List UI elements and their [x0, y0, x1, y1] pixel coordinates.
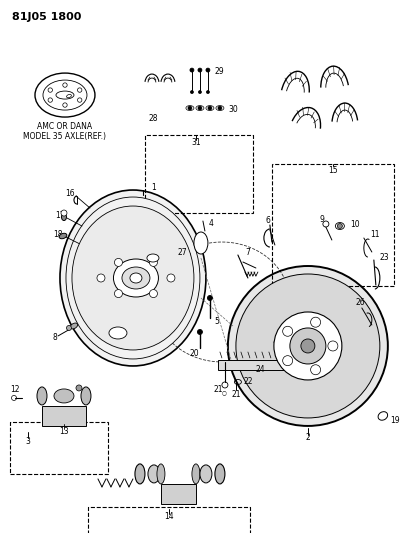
Ellipse shape: [135, 464, 145, 484]
Ellipse shape: [194, 232, 208, 254]
Text: 28: 28: [148, 114, 158, 123]
Text: 22: 22: [244, 377, 253, 386]
Ellipse shape: [378, 411, 388, 420]
Text: 18: 18: [53, 230, 63, 238]
Circle shape: [150, 289, 158, 297]
Text: 8: 8: [53, 334, 57, 343]
Text: ○: ○: [221, 391, 226, 395]
Circle shape: [337, 223, 342, 229]
Ellipse shape: [147, 254, 159, 262]
Text: 17: 17: [55, 211, 65, 220]
Circle shape: [228, 266, 388, 426]
Circle shape: [207, 295, 213, 301]
Bar: [10, 422, 108, 474]
Text: 10: 10: [350, 220, 359, 229]
Circle shape: [301, 339, 315, 353]
Text: 15: 15: [328, 166, 338, 174]
Circle shape: [76, 385, 82, 391]
Circle shape: [274, 312, 342, 380]
Ellipse shape: [122, 267, 150, 289]
Circle shape: [283, 356, 293, 366]
Text: 25: 25: [300, 332, 310, 341]
Text: 19: 19: [390, 416, 399, 425]
Circle shape: [197, 329, 203, 335]
Circle shape: [311, 365, 321, 375]
Ellipse shape: [54, 389, 74, 403]
Ellipse shape: [72, 206, 194, 350]
Text: 16: 16: [65, 189, 75, 198]
Text: 7: 7: [245, 247, 250, 256]
Text: 6: 6: [265, 215, 270, 224]
Text: MODEL 35 AXLE(REF.): MODEL 35 AXLE(REF.): [24, 132, 107, 141]
Circle shape: [67, 326, 71, 330]
Circle shape: [198, 68, 202, 72]
Text: 20: 20: [189, 350, 199, 359]
Ellipse shape: [81, 387, 91, 405]
Text: 11: 11: [370, 230, 379, 238]
Text: 30: 30: [228, 104, 238, 114]
Text: 3: 3: [26, 438, 30, 447]
Circle shape: [283, 326, 293, 336]
Ellipse shape: [109, 327, 127, 339]
Text: 21: 21: [213, 385, 223, 394]
Ellipse shape: [66, 197, 200, 359]
Circle shape: [198, 106, 202, 110]
Text: 13: 13: [59, 427, 69, 437]
Text: 26: 26: [355, 298, 365, 308]
Circle shape: [206, 68, 210, 72]
Circle shape: [311, 317, 321, 327]
Circle shape: [190, 91, 193, 94]
Bar: [88, 507, 250, 533]
Ellipse shape: [130, 273, 142, 283]
Circle shape: [207, 91, 209, 94]
Ellipse shape: [59, 233, 67, 239]
Circle shape: [167, 274, 175, 282]
Text: 21: 21: [231, 391, 241, 399]
Ellipse shape: [200, 465, 212, 483]
Text: 4: 4: [209, 219, 213, 228]
Ellipse shape: [157, 464, 165, 484]
Text: 24: 24: [255, 366, 265, 375]
Circle shape: [150, 259, 158, 266]
Ellipse shape: [61, 214, 67, 221]
Text: 27: 27: [177, 247, 187, 256]
Bar: [272, 164, 394, 286]
Circle shape: [290, 328, 326, 364]
Ellipse shape: [192, 464, 200, 484]
Text: 9: 9: [320, 214, 324, 223]
Circle shape: [114, 289, 122, 297]
Text: 12: 12: [10, 385, 20, 394]
Circle shape: [188, 106, 192, 110]
Ellipse shape: [113, 259, 158, 297]
Text: AMC OR DANA: AMC OR DANA: [37, 122, 93, 131]
Ellipse shape: [37, 387, 47, 405]
Ellipse shape: [60, 190, 206, 366]
Circle shape: [97, 274, 105, 282]
Circle shape: [190, 68, 194, 72]
Circle shape: [61, 210, 67, 216]
Bar: [145, 135, 253, 213]
Text: 23: 23: [380, 253, 389, 262]
Circle shape: [198, 91, 201, 94]
Text: 29: 29: [215, 67, 225, 76]
Circle shape: [236, 274, 380, 418]
Text: 5: 5: [214, 318, 219, 327]
Text: 81J05 1800: 81J05 1800: [12, 12, 81, 22]
Circle shape: [208, 106, 212, 110]
Circle shape: [328, 341, 338, 351]
Bar: [218, 360, 296, 370]
Text: 1: 1: [151, 182, 156, 191]
Ellipse shape: [215, 464, 225, 484]
Ellipse shape: [335, 222, 344, 230]
Circle shape: [114, 259, 122, 266]
Ellipse shape: [70, 323, 78, 329]
Circle shape: [218, 106, 222, 110]
Bar: [161, 484, 196, 504]
Ellipse shape: [148, 465, 160, 483]
Text: 14: 14: [164, 512, 174, 521]
Text: 31: 31: [191, 138, 201, 147]
Text: 2: 2: [306, 433, 310, 442]
Bar: [42, 406, 86, 426]
